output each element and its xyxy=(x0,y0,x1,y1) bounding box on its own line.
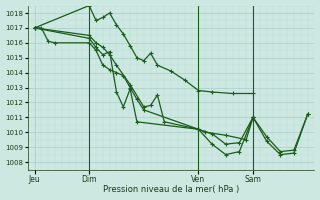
X-axis label: Pression niveau de la mer( hPa ): Pression niveau de la mer( hPa ) xyxy=(103,185,239,194)
